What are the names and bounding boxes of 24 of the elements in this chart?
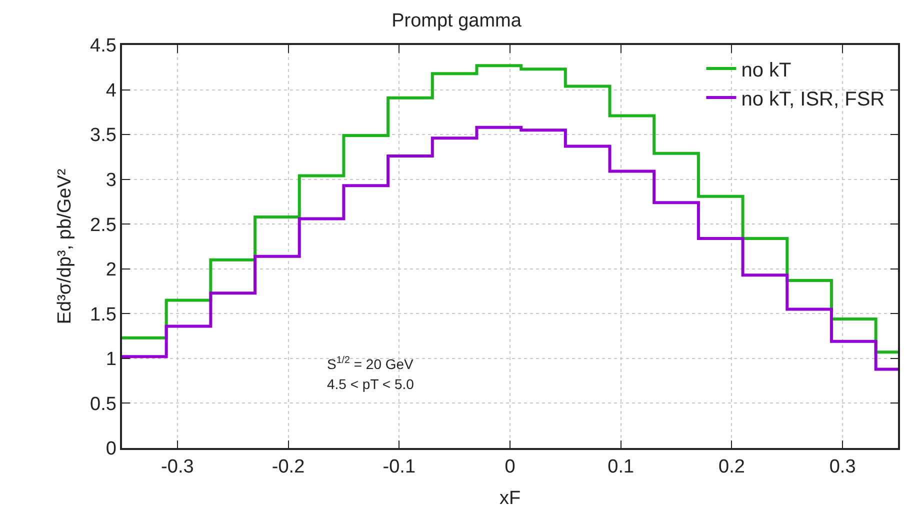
- y-tick-label: 3.5: [90, 125, 116, 146]
- x-tick-label: 0.1: [608, 456, 634, 478]
- y-tick-label: 4.5: [90, 36, 116, 57]
- y-tick-label: 0.5: [90, 394, 116, 415]
- y-axis-title: Ed³σ/dp³, pb/GeV²: [54, 168, 76, 324]
- x-tick-label: -0.3: [161, 456, 194, 478]
- y-tick-label: 0: [106, 438, 116, 460]
- chart-title: Prompt gamma: [392, 10, 522, 32]
- x-axis-title: xF: [499, 488, 521, 509]
- y-tick-label: 4: [106, 80, 117, 102]
- x-tick-label: 0: [504, 456, 516, 478]
- annotation: 4.5 < pT < 5.0: [327, 376, 414, 392]
- legend-label: no kT: [741, 59, 792, 82]
- legend-label: no kT, ISR, FSR: [741, 88, 885, 110]
- y-tick-label: 2: [106, 260, 116, 281]
- y-tick-label: 1.5: [90, 304, 116, 326]
- x-tick-label: 0.2: [718, 456, 745, 478]
- y-tick-label: 3: [106, 170, 116, 191]
- y-tick-label: 1: [106, 349, 116, 370]
- annotation: S$^{1/2}$ = 20 GeV: [327, 355, 414, 372]
- y-tick-label: 2.5: [90, 214, 116, 236]
- x-tick-label: 0.3: [829, 456, 856, 478]
- x-tick-label: -0.1: [382, 456, 416, 478]
- x-tick-label: -0.2: [272, 456, 305, 478]
